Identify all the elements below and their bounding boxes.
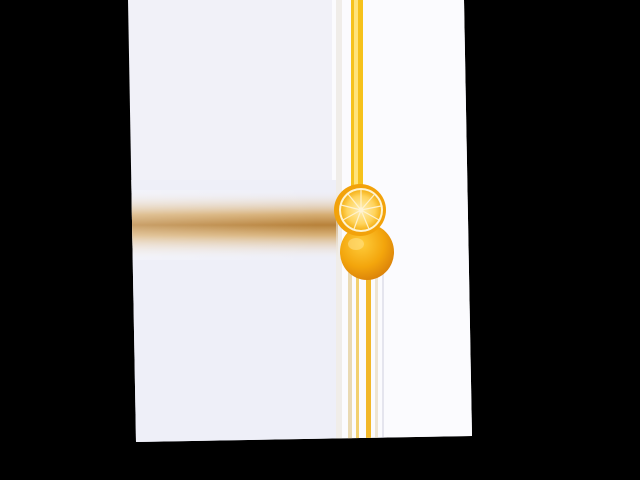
paper-backdrop [128,0,472,442]
whole-lemon [340,224,394,280]
cut-lemon-half [334,184,386,236]
